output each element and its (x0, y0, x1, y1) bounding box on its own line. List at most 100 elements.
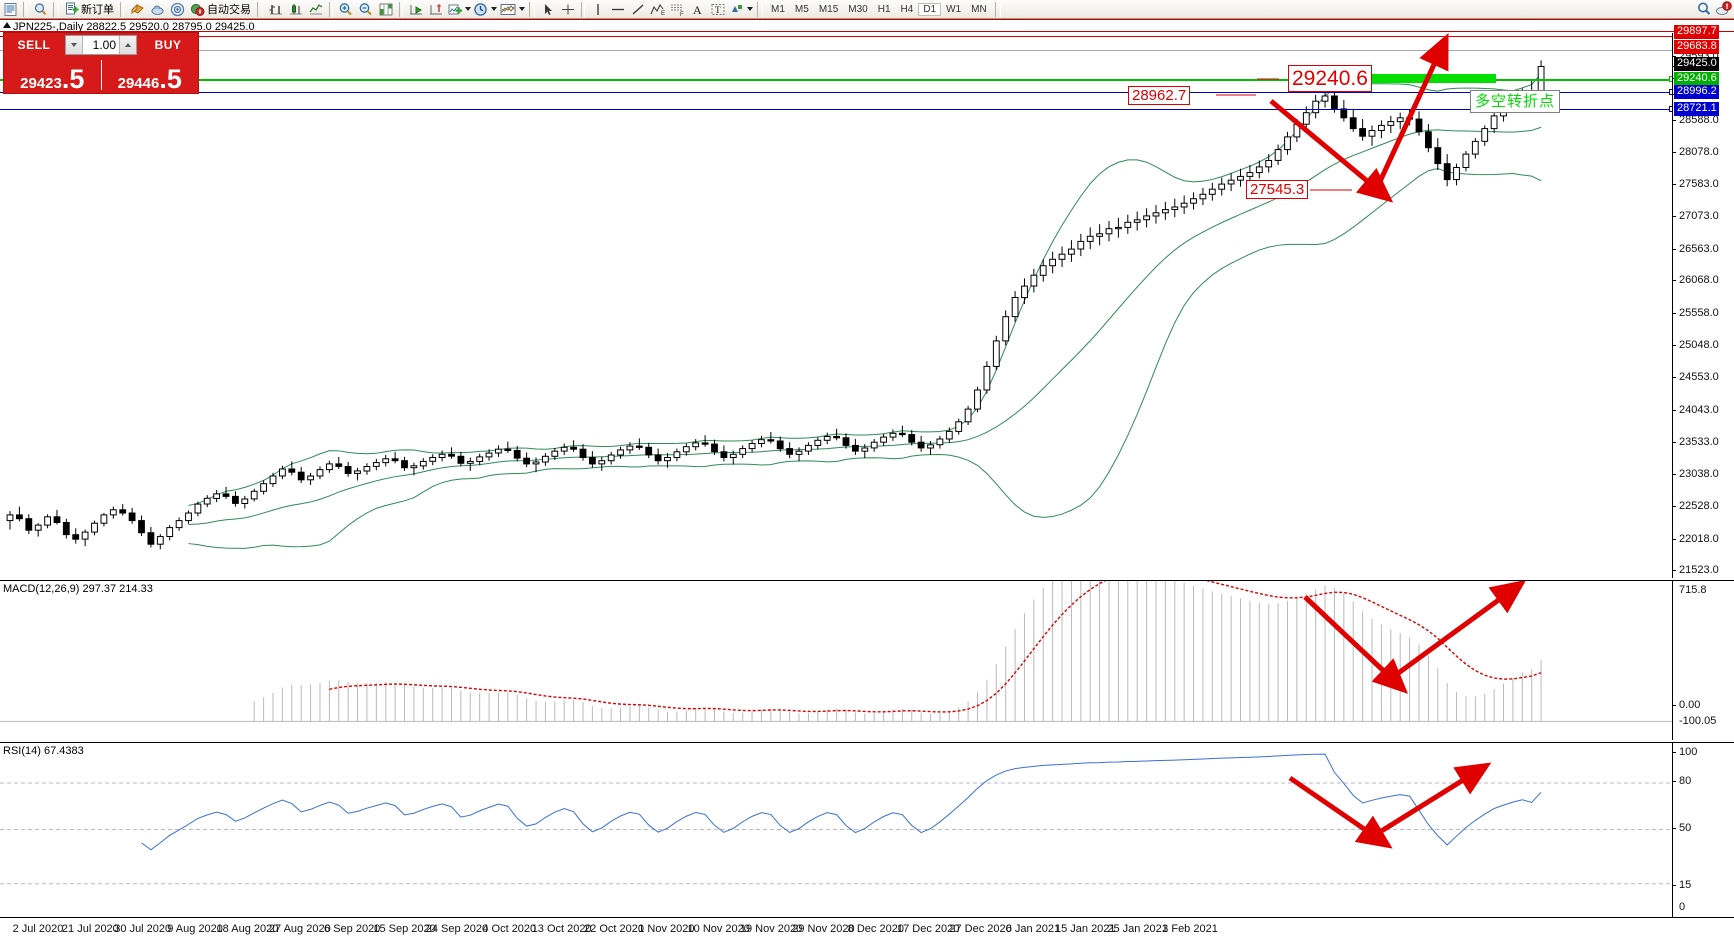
level-line-blue-lower[interactable] (0, 106, 1675, 112)
timeframe-h1[interactable]: H1 (877, 3, 891, 15)
volume-increase-button[interactable] (119, 36, 136, 54)
price-axis-label: 24043.0 (1679, 403, 1719, 416)
price-pane[interactable]: 29240.6 28962.7 27545.3 多空转折点 29593.0294… (0, 25, 1734, 578)
rsi-axis-tick (1673, 781, 1676, 782)
horizontal-line-icon[interactable] (608, 1, 628, 18)
rsi-plot[interactable]: RSI(14) 67.4383 (0, 743, 1734, 917)
chevron-down-icon[interactable] (491, 7, 497, 11)
expert-advisor-icon[interactable] (127, 1, 147, 18)
one-click-trade-panel[interactable]: SELL 1.00 BUY 29423 .5 29446 .5 (3, 32, 199, 94)
annotation-29240[interactable]: 29240.6 (1288, 65, 1372, 92)
price-plot[interactable]: 29240.6 28962.7 27545.3 多空转折点 (0, 33, 1734, 578)
volume-stepper[interactable]: 1.00 (65, 35, 137, 55)
chart-area[interactable]: JPN225-,Daily 28822.5 29520.0 28795.0 29… (0, 19, 1734, 937)
chart-expand-arrow-icon[interactable] (3, 22, 11, 28)
chevron-down-icon[interactable] (519, 7, 525, 11)
price-axis-label: 22528.0 (1679, 500, 1719, 513)
annotation-turning-point[interactable]: 多空转折点 (1470, 90, 1561, 113)
macd-svg (0, 581, 1672, 722)
signals-icon[interactable] (167, 1, 187, 18)
rsi-axis[interactable]: 100 80 50 15 0 (1672, 743, 1734, 917)
trend-line-icon[interactable] (628, 1, 648, 18)
elliott-wave-icon[interactable]: E (648, 1, 668, 18)
price-chip-blue-lower[interactable]: 28721.1 (1674, 102, 1719, 116)
sell-button[interactable]: SELL (17, 38, 51, 52)
price-axis[interactable]: 29593.029425.029240.628996.228588.028078… (1672, 25, 1734, 578)
price-axis-label: 27583.0 (1679, 177, 1719, 190)
volume-input[interactable]: 1.00 (92, 38, 116, 52)
alert-icon[interactable] (1714, 1, 1734, 18)
level-line-blue-upper[interactable] (0, 89, 1675, 95)
autotrading-button[interactable]: 自动交易 (187, 1, 254, 18)
macd-axis[interactable]: 715.8 0.00 -100.05 (1672, 581, 1734, 740)
vertical-line-icon[interactable] (588, 1, 608, 18)
timeframe-m30[interactable]: M30 (848, 3, 868, 15)
price-axis-tick (1673, 183, 1676, 185)
crosshair-icon[interactable] (558, 1, 578, 18)
annotation-28962[interactable]: 28962.7 (1128, 86, 1191, 105)
svg-text:T: T (715, 5, 721, 15)
timeframe-d1[interactable]: D1 (918, 2, 942, 16)
rsi-svg (0, 753, 1672, 885)
svg-text:F: F (680, 12, 684, 17)
rsi-label: RSI(14) 67.4383 (3, 745, 84, 757)
timeframe-m1[interactable]: M1 (771, 3, 785, 15)
timeframe-m15[interactable]: M15 (818, 3, 839, 15)
date-axis-label: 18 Aug 2020 (216, 923, 279, 935)
autotrading-label: 自动交易 (207, 3, 251, 16)
zoom-in-icon[interactable] (336, 1, 356, 18)
candlestick-chart-icon[interactable] (286, 1, 306, 18)
terminal-icon[interactable] (147, 1, 167, 18)
price-chip-last[interactable]: 29425.0 (1674, 57, 1719, 71)
buy-price[interactable]: 29446 .5 (102, 57, 199, 93)
macd-pane[interactable]: MACD(12,26,9) 297.37 214.33 715.8 0.00 -… (0, 580, 1734, 740)
rsi-pane[interactable]: RSI(14) 67.4383 100 80 50 (0, 742, 1734, 917)
market-watch-icon[interactable] (0, 1, 20, 18)
toolbar-grip (757, 1, 763, 17)
timeframe-h4[interactable]: H4 (900, 3, 914, 15)
date-axis-label: 9 Aug 2020 (167, 923, 223, 935)
fibo-icon[interactable]: F (668, 1, 688, 18)
auto-scroll-icon[interactable] (406, 1, 426, 18)
timeframe-w1[interactable]: W1 (946, 3, 962, 15)
rsi-axis-tick (1673, 828, 1676, 829)
date-axis-label: 25 Jan 2021 (1107, 923, 1168, 935)
macd-plot[interactable]: MACD(12,26,9) 297.37 214.33 (0, 581, 1734, 740)
cursor-icon[interactable] (538, 1, 558, 18)
toolbar-grip (529, 1, 535, 17)
period-clock-icon[interactable] (472, 1, 498, 18)
sell-price[interactable]: 29423 .5 (4, 57, 101, 93)
bar-chart-icon[interactable] (266, 1, 286, 18)
data-window-icon[interactable] (30, 1, 50, 18)
new-order-button[interactable]: 新订单 (62, 1, 117, 18)
chart-shift-icon[interactable] (376, 1, 396, 18)
templates-icon[interactable] (498, 1, 526, 18)
zoom-out-icon[interactable] (356, 1, 376, 18)
date-axis[interactable]: 2 Jul 2020 21 Jul 2020 30 Jul 2020 9 Aug 20… (0, 917, 1734, 937)
buy-button[interactable]: BUY (154, 38, 182, 52)
shapes-icon[interactable] (728, 1, 754, 18)
text-icon[interactable]: A (688, 1, 708, 18)
timeframe-mn[interactable]: MN (971, 3, 987, 15)
zoom-search-icon[interactable] (1694, 1, 1714, 18)
price-chip-blue-upper[interactable]: 28996.2 (1674, 85, 1719, 99)
price-chip-line-red[interactable]: 29683.8 (1674, 40, 1719, 54)
date-axis-label: 27 Dec 2020 (949, 923, 1012, 935)
chevron-down-icon[interactable] (465, 7, 471, 11)
add-indicator-icon[interactable] (446, 1, 472, 18)
chevron-down-icon (71, 43, 77, 47)
chevron-down-icon[interactable] (747, 7, 753, 11)
volume-decrease-button[interactable] (66, 36, 83, 54)
price-chip-ask[interactable]: 29897.7 (1674, 25, 1719, 39)
annotation-27545[interactable]: 27545.3 (1246, 180, 1309, 199)
line-chart-icon[interactable] (306, 1, 326, 18)
chart-shift-end-icon[interactable] (426, 1, 446, 18)
date-axis-label: 2 Jul 2020 (12, 923, 64, 935)
timeframe-m5[interactable]: M5 (794, 3, 809, 15)
rsi-axis-100: 100 (1679, 746, 1698, 758)
level-line-red[interactable] (0, 36, 1672, 37)
text-label-icon[interactable]: T (708, 1, 728, 18)
date-axis-label: 1 Nov 2020 (638, 923, 695, 935)
price-chip-green[interactable]: 29240.6 (1674, 72, 1719, 86)
level-line-grey[interactable] (0, 50, 1672, 51)
